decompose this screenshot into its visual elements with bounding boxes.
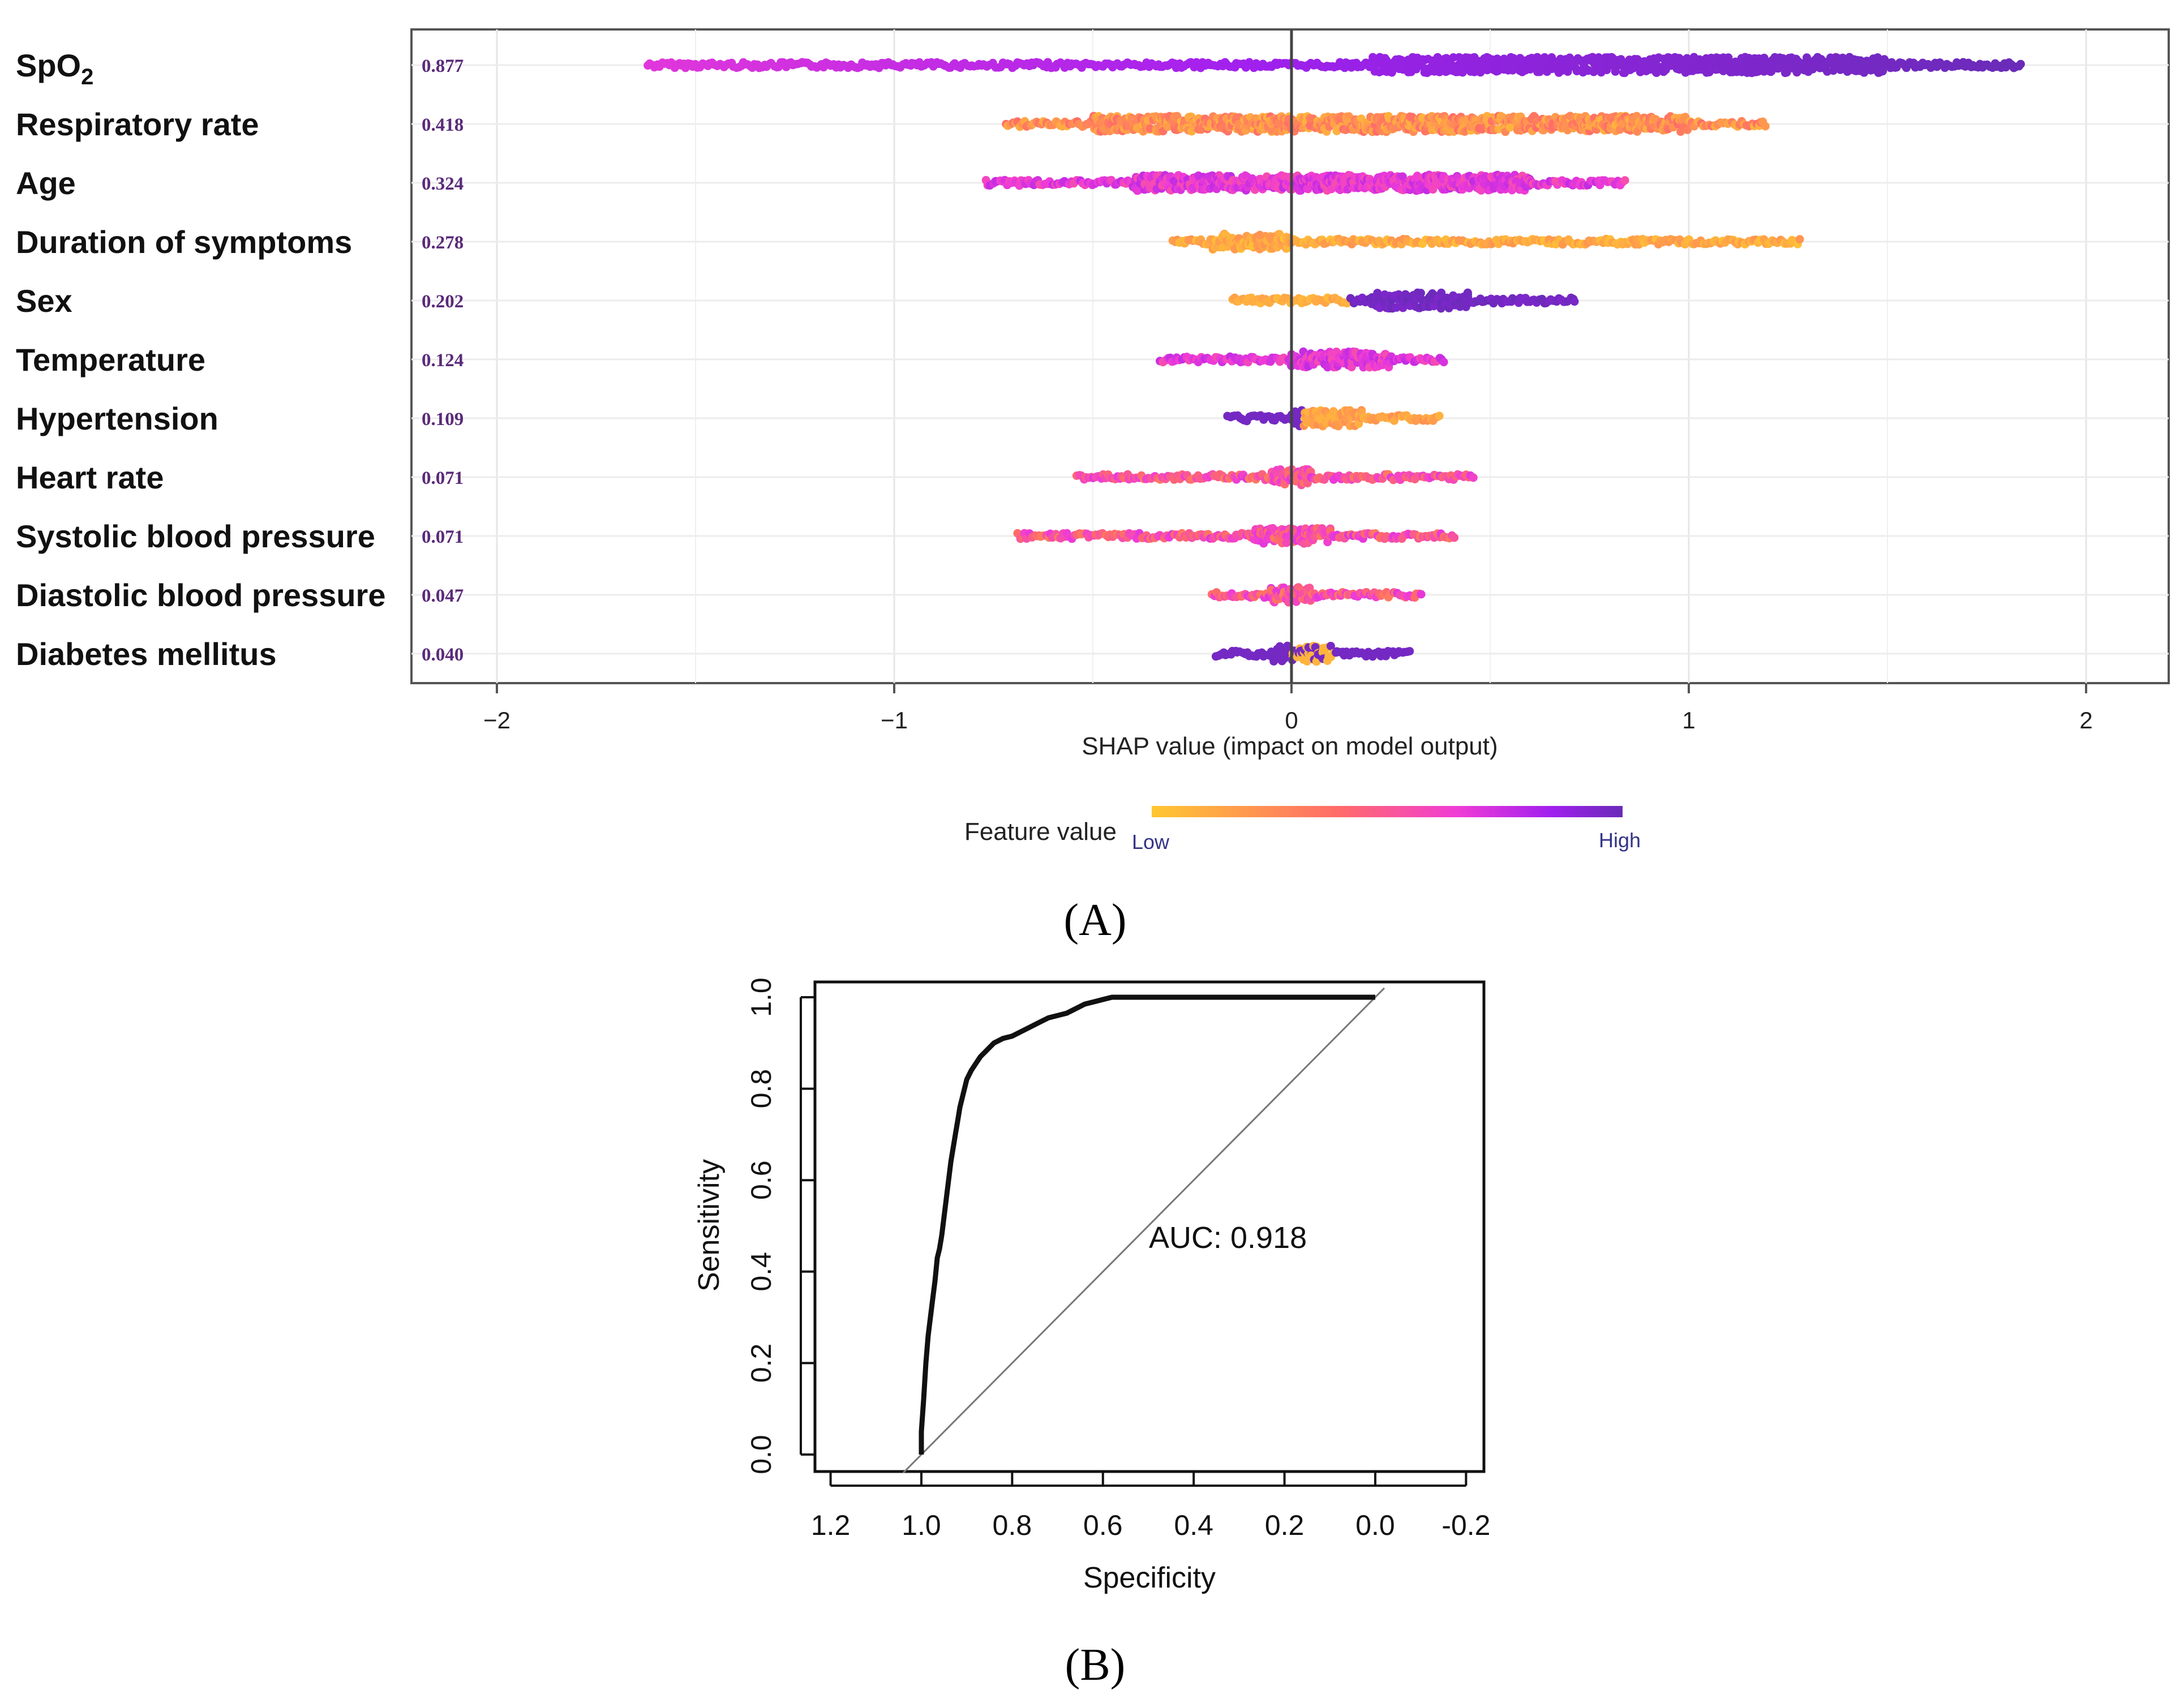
- shap-dot: [1450, 533, 1459, 542]
- roc-y-tick-label: 0.8: [745, 1069, 777, 1109]
- roc-y-tick-label: 0.2: [745, 1344, 777, 1383]
- feature-name: Temperature: [16, 342, 205, 378]
- shap-dot: [1782, 68, 1791, 77]
- feature-importance: 0.202: [422, 291, 464, 312]
- feature-name: Age: [16, 165, 76, 201]
- shap-dot: [1570, 297, 1579, 306]
- shap-dot: [1435, 411, 1444, 421]
- feature-name: Hypertension: [16, 401, 218, 436]
- shap-dot: [2016, 59, 2025, 68]
- shap-x-axis: −2 −1 0 1 2: [483, 683, 2093, 733]
- feature-name: Diastolic blood pressure: [16, 577, 386, 613]
- roc-x-axis: 1.2 1.0 0.8 0.6 0.4 0.2 0.0 -0.2: [811, 1472, 1490, 1541]
- feature-name: Heart rate: [16, 460, 164, 495]
- feature-name: Systolic blood pressure: [16, 518, 375, 554]
- roc-x-tick-label: 0.6: [1083, 1509, 1123, 1541]
- feature-importance: 0.124: [422, 350, 464, 371]
- roc-chart: AUC: 0.918 1.2 1.0 0.8 0.6 0.4 0.2 0.0 -0.2 0.0…: [693, 977, 1490, 1690]
- roc-y-tick-label: 1.0: [745, 977, 777, 1017]
- roc-x-tick-label: 1.0: [902, 1509, 941, 1541]
- x-tick-label: −1: [881, 707, 908, 733]
- shap-dot: [1683, 126, 1692, 134]
- legend-low-label: Low: [1132, 830, 1170, 853]
- roc-curve: [919, 994, 1375, 1455]
- roc-x-axis-title: Specificity: [1083, 1562, 1216, 1594]
- legend-title: Feature value: [964, 818, 1117, 846]
- shap-beeswarm: [643, 53, 2025, 666]
- roc-x-tick-label: 0.8: [993, 1509, 1032, 1541]
- feature-importance: 0.324: [422, 174, 464, 194]
- roc-y-tick-label: 0.4: [745, 1252, 777, 1292]
- shap-dot: [1417, 590, 1426, 599]
- feature-name: Respiratory rate: [16, 106, 259, 142]
- shap-dot: [1405, 647, 1414, 656]
- shap-dot: [1803, 53, 1811, 62]
- feature-name: Sex: [16, 283, 72, 319]
- shap-dot: [1620, 176, 1629, 185]
- roc-x-tick-label: 1.2: [811, 1509, 851, 1541]
- feature-name: Duration of symptoms: [16, 224, 352, 260]
- feature-importance: 0.071: [422, 468, 464, 488]
- shap-dot: [1464, 290, 1473, 299]
- feature-importance: 0.071: [422, 527, 464, 547]
- shap-x-axis-title: SHAP value (impact on model output): [1082, 732, 1498, 760]
- chance-diagonal: [902, 987, 1385, 1474]
- roc-y-axis-title: Sensitivity: [693, 1159, 726, 1292]
- auc-annotation: AUC: 0.918: [1149, 1221, 1307, 1255]
- feature-importance: 0.040: [422, 645, 464, 665]
- shap-dot: [1469, 473, 1478, 482]
- feature-importance: 0.109: [422, 409, 464, 430]
- shap-dot: [1439, 358, 1448, 367]
- shap-dot: [1795, 235, 1804, 244]
- feature-name: Diabetes mellitus: [16, 636, 277, 672]
- feature-name: SpO2: [16, 48, 93, 89]
- shap-summary-chart: SpO2 0.877 Respiratory rate 0.418 Age 0.324 Du…: [16, 28, 2170, 945]
- roc-y-tick-label: 0.6: [745, 1160, 777, 1200]
- feature-importance: 0.418: [422, 115, 464, 135]
- shap-dot: [1761, 122, 1770, 131]
- x-tick-label: 1: [1682, 707, 1695, 733]
- shap-dot: [1164, 122, 1172, 131]
- shap-dot: [1505, 123, 1514, 132]
- shap-dot: [1823, 67, 1831, 76]
- feature-name-subscript: 2: [81, 65, 93, 89]
- panel-label-a: (A): [1063, 895, 1126, 945]
- roc-x-tick-label: -0.2: [1441, 1509, 1490, 1541]
- roc-x-tick-label: 0.4: [1174, 1509, 1213, 1541]
- roc-y-axis: 0.0 0.2 0.4 0.6 0.8 1.0: [745, 977, 815, 1474]
- legend-high-label: High: [1599, 829, 1641, 852]
- x-tick-label: 2: [2079, 707, 2092, 733]
- shap-dot: [1326, 642, 1335, 650]
- feature-importance: 0.047: [422, 586, 464, 606]
- feature-labels: SpO2 0.877 Respiratory rate 0.418 Age 0.324 Du…: [16, 48, 464, 672]
- roc-x-tick-label: 0.0: [1355, 1509, 1395, 1541]
- shap-dot: [1413, 171, 1422, 181]
- feature-value-legend: Feature value Low High: [964, 806, 1641, 853]
- feature-importance: 0.877: [422, 56, 464, 76]
- legend-colorbar: [1152, 806, 1623, 817]
- panel-label-b: (B): [1065, 1640, 1126, 1690]
- shap-dot: [1724, 53, 1733, 62]
- roc-x-tick-label: 0.2: [1265, 1509, 1305, 1541]
- shap-dot: [1563, 66, 1572, 75]
- x-tick-label: 0: [1285, 707, 1298, 733]
- shap-dot: [1417, 289, 1425, 298]
- x-tick-label: −2: [483, 707, 510, 733]
- roc-y-tick-label: 0.0: [745, 1435, 777, 1474]
- feature-importance: 0.278: [422, 233, 464, 253]
